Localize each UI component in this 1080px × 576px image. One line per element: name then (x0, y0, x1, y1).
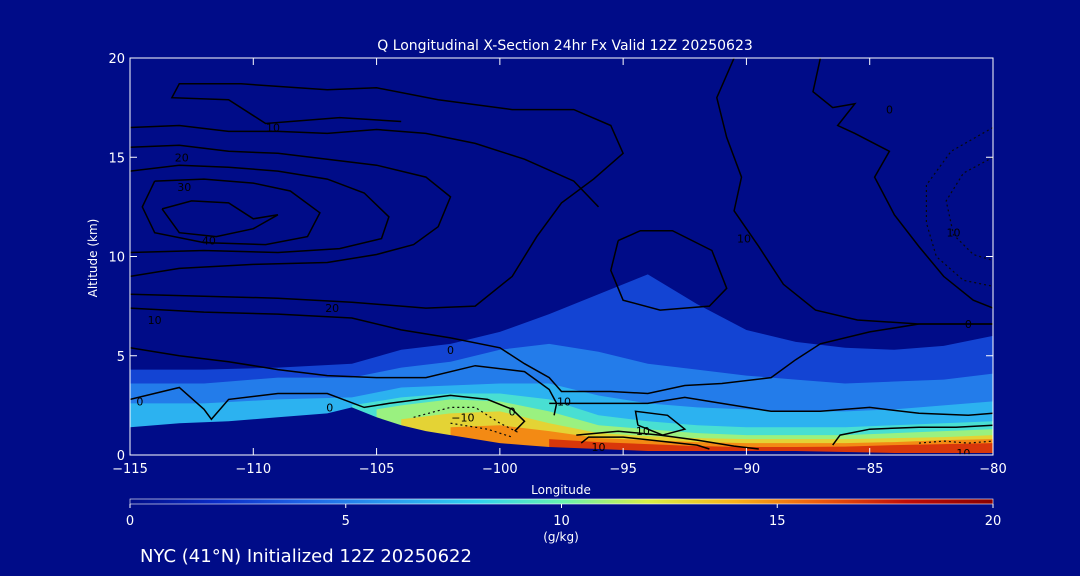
colorbar-ticks: 0 5 10 15 20 (126, 504, 1001, 529)
contour-line (130, 307, 993, 395)
contour-line (130, 144, 452, 278)
contour-label: 10 (737, 233, 751, 246)
contour-line (130, 164, 390, 254)
y-tick-label: 5 (117, 350, 125, 365)
y-axis-label: Altitude (km) (86, 219, 100, 298)
contour-label: −10 (451, 411, 474, 424)
plot-area: 10 20 30 40 20 10 0 0 0 −10 0 10 10 10 10 10 0 0 10 (129, 57, 994, 460)
x-tick-label: −85 (856, 462, 883, 477)
contour-label: 0 (886, 104, 893, 117)
colorbar-tick-label: 5 (342, 514, 350, 529)
contour-label: 20 (175, 151, 189, 164)
contour-line (918, 440, 993, 444)
contour-line (580, 436, 710, 450)
contour-line (161, 200, 279, 238)
y-tick-label: 20 (108, 52, 125, 67)
contour-line (610, 229, 728, 311)
contour-label: 30 (177, 181, 191, 194)
contour-line (576, 430, 759, 450)
colorbar: 0 5 10 15 20 (g/kg) (126, 498, 1001, 544)
contour-label: 0 (447, 344, 454, 357)
contour-label: 10 (557, 395, 571, 408)
contour-line (832, 424, 993, 446)
contour-line (413, 406, 520, 434)
x-tick-label: −90 (733, 462, 760, 477)
terrain-mask (130, 407, 993, 455)
footer-caption: NYC (41°N) Initialized 12Z 20250622 (140, 546, 472, 567)
contour-label: 10 (148, 314, 162, 327)
y-tick-label: 10 (108, 251, 125, 266)
y-axis: 0 5 10 15 20 (108, 52, 993, 464)
contour-line (130, 124, 600, 208)
contours (130, 58, 993, 450)
colorbar-tick-label: 0 (126, 514, 134, 529)
contour-label: 10 (956, 447, 970, 460)
colorbar-tick-label: 10 (553, 514, 570, 529)
contour-label: 10 (947, 227, 961, 240)
colorbar-unit-label: (g/kg) (543, 530, 579, 544)
terrain (130, 407, 993, 455)
contour-label: 10 (591, 441, 605, 454)
contour-line (130, 386, 526, 432)
contour-labels: 10 20 30 40 20 10 0 0 0 −10 0 10 10 10 10 10 0 0 10 (136, 104, 972, 460)
x-tick-label: −80 (979, 462, 1006, 477)
y-tick-label: 0 (117, 449, 125, 464)
x-tick-label: −100 (482, 462, 518, 477)
contour-line (141, 178, 321, 246)
contour-line (634, 410, 687, 436)
contour-label: 10 (266, 121, 280, 134)
x-axis-label: Longitude (531, 483, 591, 497)
chart-title: Q Longitudinal X-Section 24hr Fx Valid 1… (377, 38, 753, 54)
contour-line (716, 58, 993, 325)
colorbar-tick-label: 20 (985, 514, 1002, 529)
contour-line (549, 396, 993, 417)
contour-label: 20 (325, 302, 339, 315)
colorbar-tick-label: 15 (769, 514, 786, 529)
colorbar-bar (129, 498, 994, 505)
contour-label: 0 (509, 405, 516, 418)
x-tick-label: −110 (235, 462, 271, 477)
x-tick-label: −95 (609, 462, 636, 477)
contour-label: 0 (965, 318, 972, 331)
x-tick-label: −115 (112, 462, 148, 477)
y-tick-label: 15 (108, 151, 125, 166)
contour-line (130, 347, 558, 416)
contour-line (812, 58, 993, 309)
contour-label: 40 (202, 235, 216, 248)
contour-label: 10 (636, 425, 650, 438)
x-tick-label: −105 (359, 462, 395, 477)
contour-label: 0 (136, 395, 143, 408)
x-axis: −115 −110 −105 −100 −95 −90 −85 −80 (112, 58, 1007, 477)
contour-label: 0 (326, 401, 333, 414)
contour-line (130, 83, 625, 309)
